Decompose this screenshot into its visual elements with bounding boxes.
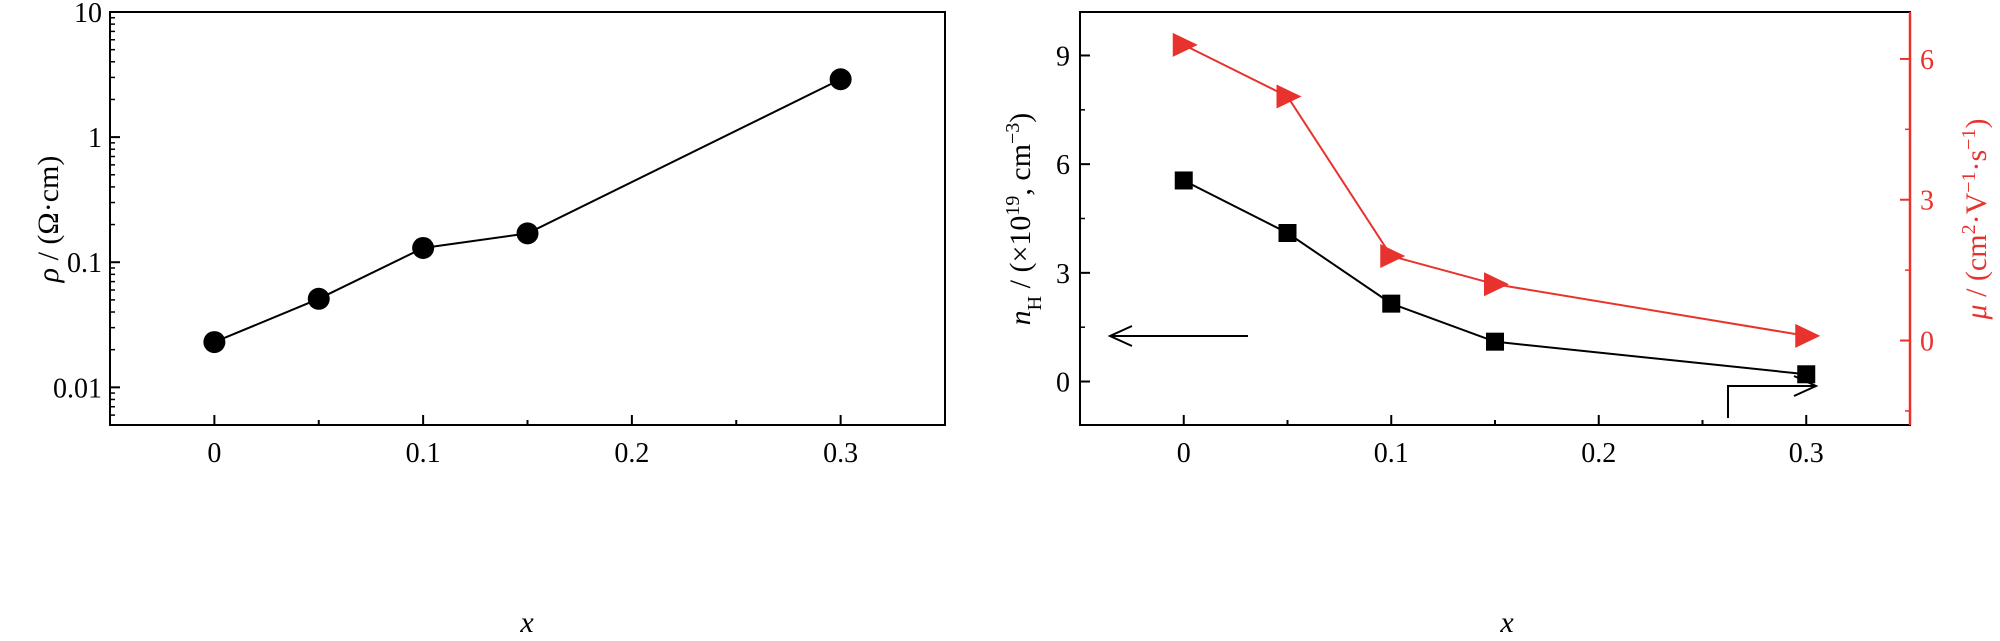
x-tick-label: 0.2 <box>1581 438 1616 469</box>
y-tick-label: 0.1 <box>67 248 102 279</box>
resistivity-point <box>307 287 330 310</box>
carrier-concentration-point <box>1486 332 1504 351</box>
left-y-tick-label: 3 <box>1056 259 1070 290</box>
left-y-tick-label: 6 <box>1056 150 1070 181</box>
left-y-tick-label: 9 <box>1056 41 1070 72</box>
right-y-axis-label: μ / (cm2·V−1·s−1) <box>1958 119 1993 321</box>
plot-frame-2 <box>1079 11 1911 426</box>
mobility-point <box>1380 244 1406 269</box>
y-axis-label-unit: / (Ω·cm) <box>32 156 65 268</box>
resistivity-chart: 0 0.1 0.2 0.3 0.01 0.1 1 10 x ρ / (Ω·cm) <box>32 0 946 639</box>
right-axis-arrow <box>1727 375 1819 418</box>
x-axis-label-2: x <box>1499 606 1514 639</box>
right-y-axis-ticks: 0 3 6 <box>1900 45 1934 412</box>
x-tick-label: 0.3 <box>823 438 858 469</box>
right-y-tick-label: 3 <box>1920 186 1934 217</box>
x-tick-label: 0 <box>1177 438 1191 469</box>
resistivity-point <box>412 236 435 259</box>
left-y-tick-label: 0 <box>1056 368 1070 399</box>
right-y-label-sup2: −1 <box>1958 171 1980 192</box>
x-axis-label: x <box>519 606 534 639</box>
right-y-label-a: / (cm <box>1960 234 1993 304</box>
right-y-label-sup: 2 <box>1958 224 1980 234</box>
resistivity-point <box>203 331 226 354</box>
carrier-concentration-point <box>1174 171 1193 190</box>
carrier-concentration-point <box>1382 294 1401 313</box>
x-tick-label: 0.2 <box>614 438 649 469</box>
left-y-label-a: / (×10 <box>1004 216 1037 296</box>
resistivity-point <box>516 222 539 245</box>
y-tick-label: 0.01 <box>53 373 102 404</box>
left-axis-arrow <box>1107 325 1248 347</box>
left-y-label-sup: 19 <box>1002 196 1024 216</box>
right-y-label-d: ) <box>1960 119 1993 129</box>
x-tick-label: 0.1 <box>1374 438 1409 469</box>
left-y-label-b: , cm <box>1004 144 1037 196</box>
series-group-2 <box>1172 32 1821 384</box>
mobility-point <box>1172 32 1198 57</box>
left-y-label-c: ) <box>1004 113 1037 123</box>
resistivity-point <box>829 68 852 91</box>
left-y-label-sub: H <box>1024 296 1046 310</box>
y-tick-label: 1 <box>88 123 102 154</box>
y-axis-ticks: 0.01 0.1 1 10 <box>53 0 120 426</box>
mobility-point <box>1795 323 1821 348</box>
left-y-axis-ticks: 0 3 6 9 <box>1056 41 1090 399</box>
right-y-label-b: ·V <box>1960 192 1993 224</box>
mobility-point <box>1276 84 1302 109</box>
series-group <box>203 68 852 354</box>
right-y-label-sup3: −1 <box>1958 129 1980 150</box>
carrier-concentration-point <box>1278 223 1297 242</box>
x-axis-ticks: 0 0.1 0.2 0.3 <box>109 415 858 469</box>
y-tick-label: 10 <box>74 0 102 29</box>
x-axis-ticks-2: 0 0.1 0.2 0.3 <box>1079 415 1824 469</box>
left-y-label-symbol: n <box>1004 310 1037 325</box>
right-y-tick-label: 6 <box>1920 45 1934 76</box>
y-axis-label: ρ / (Ω·cm) <box>32 156 65 284</box>
mobility-point <box>1484 272 1509 297</box>
hall-chart: 0 0.1 0.2 0.3 0 3 6 9 0 3 6 x nH / (×1019, cm−3)… <box>1002 11 1993 639</box>
x-tick-label: 0.1 <box>406 438 441 469</box>
x-tick-label: 0.3 <box>1789 438 1824 469</box>
resistivity-line <box>213 78 842 344</box>
right-y-label-symbol: μ <box>1960 304 1993 320</box>
right-y-label-c: ·s <box>1960 150 1993 172</box>
y-axis-label-symbol: ρ <box>32 268 65 283</box>
x-tick-label: 0 <box>207 438 221 469</box>
left-y-label-sup2: −3 <box>1002 123 1024 144</box>
left-y-axis-label: nH / (×1019, cm−3) <box>1002 113 1046 326</box>
right-y-tick-label: 0 <box>1920 327 1934 358</box>
plot-frame <box>109 11 946 426</box>
